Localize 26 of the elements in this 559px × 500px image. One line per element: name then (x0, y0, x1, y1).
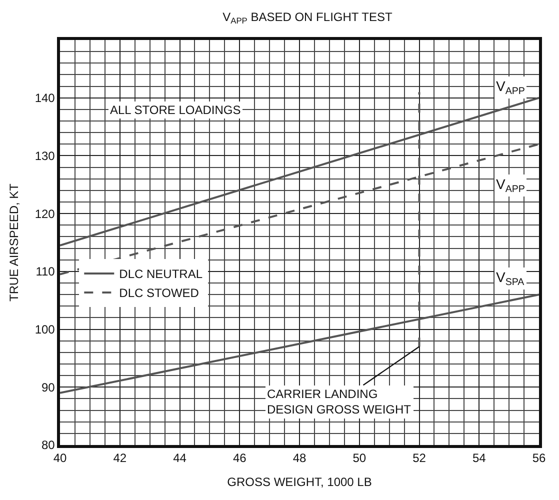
y-axis-title: TRUE AIRSPEED, KT (7, 182, 22, 302)
annotation: V$_{SPA}$ (496, 269, 525, 288)
annotation: V$_{APP}$ (496, 176, 526, 195)
y-tick-label: 90 (41, 380, 56, 394)
legend-label: DLC NEUTRAL (119, 267, 203, 282)
x-tick-label: 52 (412, 451, 426, 466)
y-tick-label: 100 (34, 322, 56, 336)
y-tick-label: 140 (34, 91, 56, 106)
x-tick-label: 40 (53, 451, 67, 466)
annotation: V$_{APP}$ (496, 78, 526, 97)
x-tick-label: 42 (113, 451, 127, 466)
x-tick-label: 56 (532, 451, 546, 466)
x-axis-title: GROSS WEIGHT, 1000 LB (227, 475, 372, 490)
x-tick-label: 44 (173, 451, 187, 466)
legend-label: DLC STOWED (119, 286, 200, 300)
x-tick-label: 46 (232, 451, 247, 466)
y-tick-label: 130 (34, 148, 56, 163)
annotation: ALL STORE LOADINGS (110, 103, 241, 117)
x-tick-label: 54 (472, 451, 486, 466)
chart-title: V$_{APP}$ BASED ON FLIGHT TEST (222, 10, 393, 26)
x-tick-label: 50 (352, 451, 366, 466)
y-tick-label: 80 (41, 438, 56, 452)
annotation: CARRIER LANDING DESIGN GROSS WEIGHT (267, 387, 412, 417)
x-tick-label: 48 (292, 451, 306, 466)
y-tick-label: 120 (34, 206, 56, 221)
y-tick-label: 110 (36, 264, 56, 279)
